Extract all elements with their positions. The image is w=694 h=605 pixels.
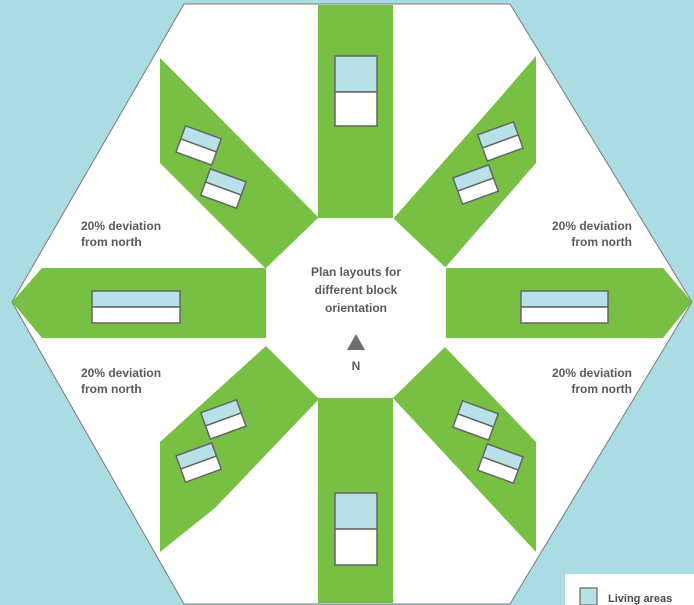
band-diagonal-upper-right: [392, 56, 536, 269]
living-area: [91, 290, 181, 308]
other-area: [520, 306, 609, 324]
other-area: [91, 306, 181, 324]
deviation-label-lower-right-line-2: from north: [571, 382, 632, 396]
deviation-label-upper-left-line-2: from north: [81, 235, 142, 249]
block-right: [520, 290, 609, 324]
other-area: [199, 181, 243, 210]
other-area: [175, 138, 218, 167]
band-diagonal-lower-right: [392, 346, 536, 552]
other-area: [179, 455, 223, 484]
north-label: N: [352, 359, 361, 373]
legend-living-swatch: [579, 587, 598, 605]
block-upper-left: [175, 124, 247, 210]
legend-living-areas-label: Living areas: [608, 593, 672, 605]
deviation-label-lower-left-line-2: from north: [81, 382, 142, 396]
center-title-line-1: Plan layouts for: [311, 265, 401, 279]
center-title-line-3: orientation: [325, 301, 387, 315]
other-area: [334, 528, 378, 566]
orientation-bands: [12, 5, 692, 603]
other-area: [456, 177, 500, 206]
other-area: [204, 412, 247, 441]
deviation-label-upper-left-line-1: 20% deviation: [81, 219, 161, 233]
living-area: [334, 55, 378, 93]
band-diagonal-upper-left: [160, 58, 321, 269]
block-bottom: [334, 492, 378, 566]
deviation-label-upper-right-line-2: from north: [571, 235, 632, 249]
north-arrow-icon: [347, 334, 365, 350]
block-upper-right: [452, 120, 524, 206]
band-diagonal-lower-left: [160, 346, 321, 552]
block-top: [334, 55, 378, 127]
deviation-label-lower-left-line-1: 20% deviation: [81, 366, 161, 380]
block-lower-left: [175, 398, 247, 484]
other-area: [334, 91, 378, 127]
legend: Living areas: [565, 574, 694, 605]
block-left: [91, 290, 181, 324]
living-area: [334, 492, 378, 530]
center-title-line-2: different block: [315, 283, 398, 297]
other-area: [476, 456, 520, 485]
other-area: [481, 134, 524, 163]
living-area: [520, 290, 609, 308]
center-octagon: [266, 218, 446, 398]
deviation-label-upper-right-line-1: 20% deviation: [552, 219, 632, 233]
block-lower-right: [452, 399, 524, 485]
other-area: [452, 413, 495, 442]
deviation-label-lower-right-line-1: 20% deviation: [552, 366, 632, 380]
